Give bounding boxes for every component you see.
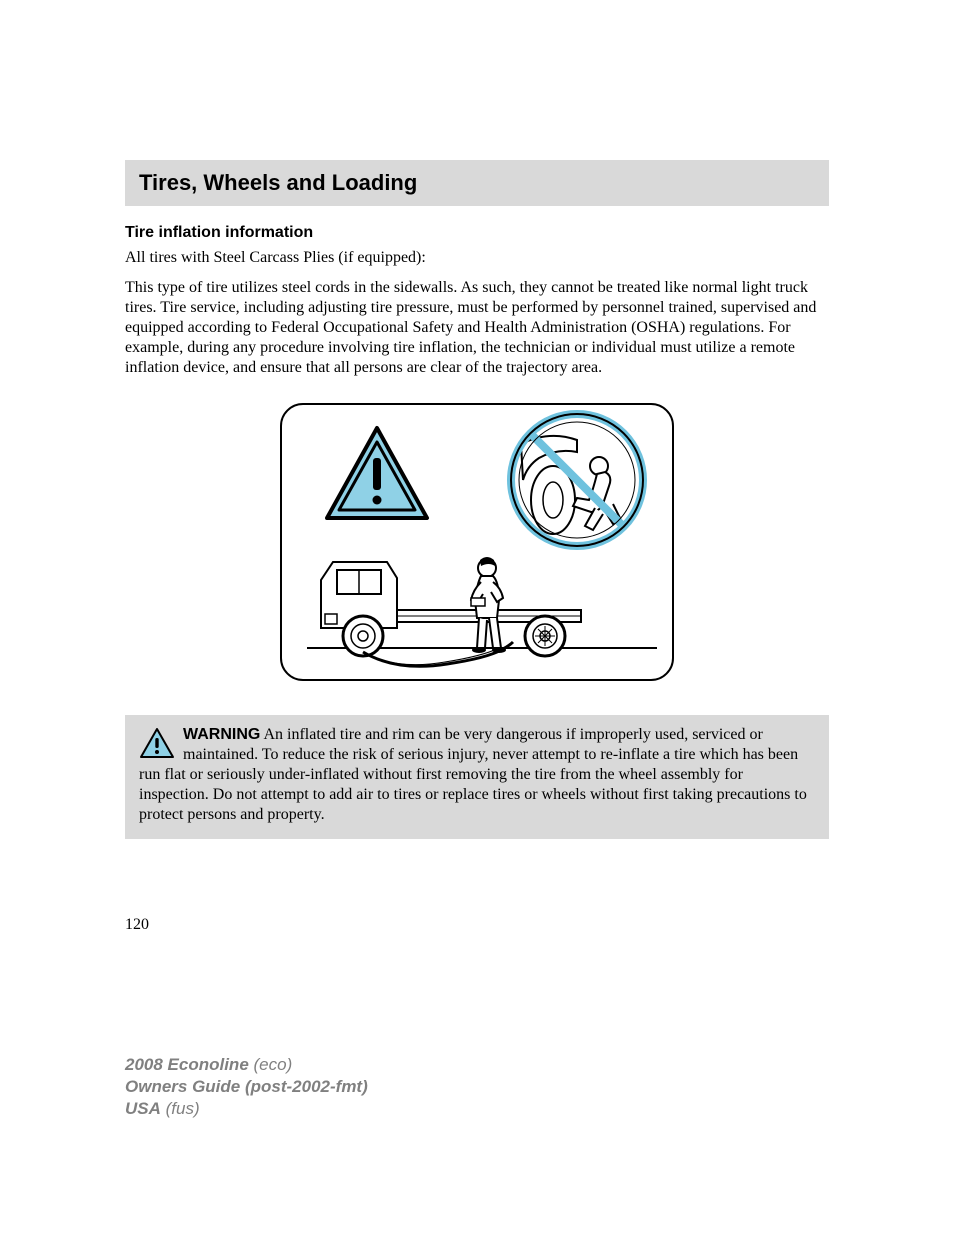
footer-model-code: (eco) (254, 1055, 293, 1074)
footer-region: USA (125, 1099, 161, 1118)
prohibited-circle-icon (511, 414, 643, 546)
footer-region-code: (fus) (166, 1099, 200, 1118)
manual-page: Tires, Wheels and Loading Tire inflation… (0, 0, 954, 1235)
footer-guide: Owners Guide (post-2002-fmt) (125, 1076, 368, 1098)
section-title: Tires, Wheels and Loading (139, 170, 815, 196)
warning-icon (139, 727, 175, 759)
section-header-bar: Tires, Wheels and Loading (125, 160, 829, 206)
paragraph-main: This type of tire utilizes steel cords i… (125, 278, 829, 378)
warning-label: WARNING (183, 726, 260, 743)
warning-box: WARNING An inflated tire and rim can be … (125, 715, 829, 839)
illustration-container (125, 400, 829, 689)
footer-line-3: USA (fus) (125, 1098, 368, 1120)
page-number: 120 (125, 916, 149, 934)
subheading: Tire inflation information (125, 224, 829, 242)
footer-line-1: 2008 Econoline (eco) (125, 1054, 368, 1076)
warning-text: WARNING An inflated tire and rim can be … (139, 725, 815, 825)
footer-model: 2008 Econoline (125, 1055, 249, 1074)
paragraph-intro: All tires with Steel Carcass Plies (if e… (125, 248, 829, 268)
tire-inflation-diagram (277, 400, 677, 684)
footer-block: 2008 Econoline (eco) Owners Guide (post-… (125, 1054, 368, 1120)
